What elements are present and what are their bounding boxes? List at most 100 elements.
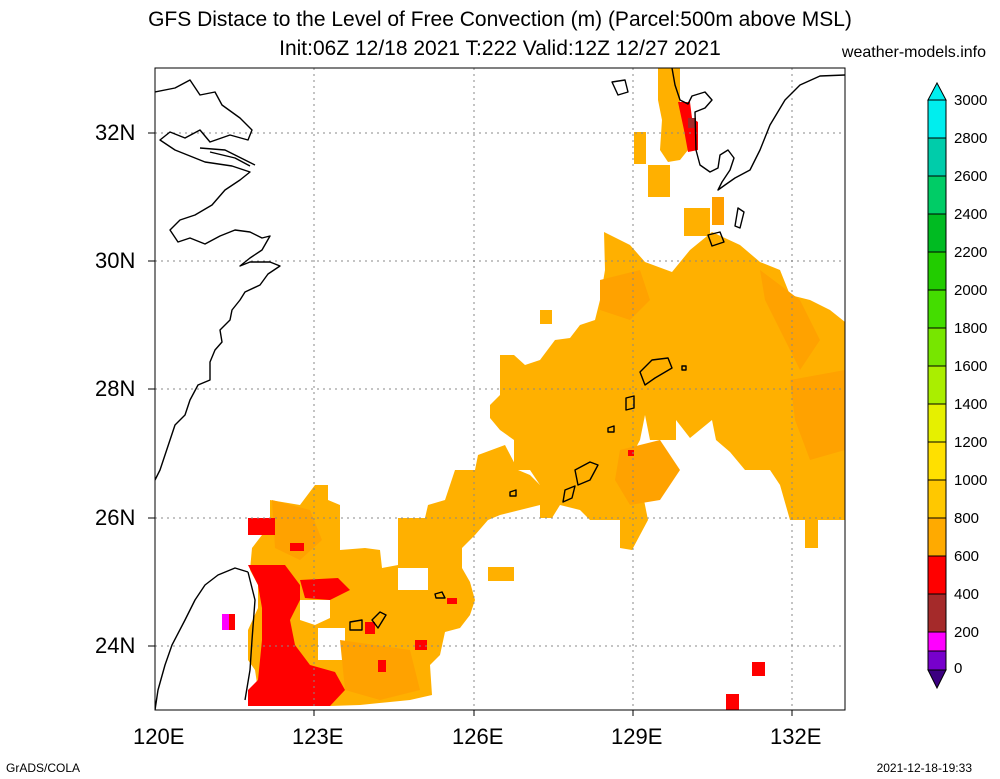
coast-island [562, 485, 576, 503]
lon-label-132e: 132E [770, 724, 822, 749]
field-brown-cell [688, 118, 696, 128]
colorbar-label: 400 [954, 586, 980, 603]
colorbar-label: 1200 [954, 434, 988, 451]
map-subtitle: Init:06Z 12/18 2021 T:222 Valid:12Z 12/2… [279, 37, 721, 60]
lat-label-24n: 24N [95, 633, 136, 658]
field-cell [684, 208, 710, 236]
field-red-region [300, 578, 350, 600]
field-red-region [248, 565, 345, 706]
coast-island [434, 591, 446, 599]
coast-island [625, 395, 635, 411]
colorbar-label: 1000 [954, 472, 988, 489]
field-red-cell [447, 598, 457, 604]
coast-island [509, 489, 517, 497]
colorbar-segment [927, 99, 947, 139]
field-darker-patch [760, 270, 820, 370]
field-cell [634, 132, 646, 164]
colorbar-top-arrow [927, 81, 947, 101]
lon-label-129e: 129E [611, 724, 663, 749]
colorbar-label: 200 [954, 624, 980, 641]
lat-label-30n: 30N [95, 248, 136, 273]
field-red-cell [229, 614, 235, 630]
field-ne-region [490, 232, 845, 550]
colorbar-label: 2000 [954, 282, 988, 299]
colorbar-segment [927, 479, 947, 519]
field-gap [318, 628, 345, 660]
field-red-cell [726, 694, 739, 710]
colorbar-label: 1800 [954, 320, 988, 337]
colorbar-segment [927, 327, 947, 367]
coast-island [734, 207, 745, 229]
footer-timestamp: 2021-12-18-19:33 [876, 761, 972, 775]
colorbar-segment [927, 251, 947, 291]
field-cell [540, 310, 552, 324]
colorbar-bottom-arrow [927, 669, 947, 690]
colorbar-label: 3000 [954, 92, 988, 109]
field-magenta-cell [222, 614, 230, 630]
lon-label-120e: 120E [133, 724, 185, 749]
colorbar-label: 2600 [954, 168, 988, 185]
field-cell [712, 197, 724, 225]
colorbar-segment [927, 365, 947, 405]
field-red-region [248, 518, 275, 535]
field-gap [300, 600, 330, 625]
field-darker-patch [615, 440, 680, 505]
coast-island [639, 357, 673, 386]
field-red-cell [415, 640, 427, 650]
field-darker-patch [790, 370, 845, 460]
coast-island [611, 79, 629, 96]
field-cell [648, 165, 670, 197]
colorbar-label: 1400 [954, 396, 988, 413]
coast-island [681, 365, 687, 371]
coast-island [371, 611, 387, 629]
colorbar-label: 0 [954, 660, 963, 677]
source-label: weather-models.info [841, 44, 986, 61]
lon-label-123e: 123E [292, 724, 344, 749]
colorbar-label: 2800 [954, 130, 988, 147]
coast-kyushu [671, 68, 845, 191]
colorbar-segment [927, 403, 947, 443]
colorbar-segment [927, 555, 947, 595]
colorbar-segment [927, 441, 947, 481]
coast-island [349, 619, 363, 631]
map-title: GFS Distace to the Level of Free Convect… [148, 8, 852, 31]
field-red-cell [752, 662, 765, 676]
coast-island [574, 461, 599, 486]
colorbar-segment [927, 631, 947, 652]
lat-label-26n: 26N [95, 505, 136, 530]
lat-label-32n: 32N [95, 120, 136, 145]
colorbar-label: 1600 [954, 358, 988, 375]
field-gap [398, 568, 428, 590]
field-darker-patch [600, 270, 650, 320]
coastlines [155, 68, 845, 710]
field-kyushu-strip [658, 68, 692, 162]
colorbar-segment [927, 213, 947, 253]
colorbar-segment [927, 289, 947, 329]
colorbar-segment [927, 517, 947, 557]
lat-label-28n: 28N [95, 376, 136, 401]
colorbar-label: 800 [954, 510, 980, 527]
field-red-cell [290, 543, 304, 551]
colorbar-label: 2400 [954, 206, 988, 223]
lfc-field [222, 68, 845, 710]
coast-river [209, 151, 251, 167]
field-red-cell [378, 660, 386, 672]
colorbar-label: 600 [954, 548, 980, 565]
field-red-cell [628, 450, 634, 456]
field-cell [488, 567, 514, 581]
map-ticks [148, 132, 793, 716]
colorbar [927, 81, 947, 690]
footer-credit: GrADS/COLA [6, 761, 81, 775]
coast-china [155, 79, 281, 481]
coast-taiwan [155, 567, 256, 710]
lon-label-126e: 126E [452, 724, 504, 749]
colorbar-segment [927, 593, 947, 633]
grid-lines [155, 68, 845, 710]
field-red-cell [365, 622, 375, 634]
colorbar-segment [927, 650, 947, 671]
coast-island [707, 231, 725, 247]
colorbar-segment [927, 175, 947, 215]
coast-river [199, 147, 256, 166]
field-darker-patch [272, 500, 322, 560]
